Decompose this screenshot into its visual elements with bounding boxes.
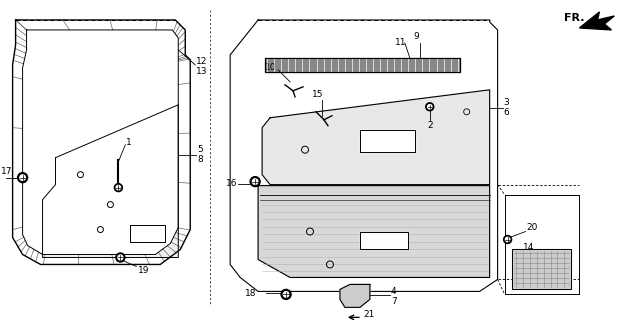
Polygon shape (262, 90, 490, 185)
Polygon shape (340, 284, 370, 308)
Circle shape (281, 289, 291, 300)
Text: 5: 5 (197, 145, 203, 154)
Text: 4: 4 (391, 287, 396, 296)
Text: 1: 1 (126, 138, 132, 147)
Circle shape (17, 173, 27, 183)
Polygon shape (130, 225, 165, 242)
Polygon shape (360, 232, 408, 250)
Text: 11: 11 (395, 38, 406, 47)
Text: 2: 2 (428, 121, 434, 130)
Text: 6: 6 (503, 108, 510, 117)
Text: 10: 10 (265, 63, 277, 72)
Text: 12: 12 (196, 57, 207, 66)
Text: 18: 18 (245, 289, 257, 298)
Text: 15: 15 (312, 90, 323, 99)
Text: 3: 3 (503, 98, 510, 107)
Text: 9: 9 (414, 32, 419, 41)
Text: 21: 21 (363, 310, 374, 319)
Circle shape (118, 255, 123, 260)
Polygon shape (360, 130, 415, 152)
Polygon shape (22, 30, 178, 254)
Circle shape (20, 175, 26, 180)
Text: 13: 13 (196, 67, 207, 76)
Circle shape (427, 105, 432, 109)
Text: 20: 20 (526, 223, 538, 232)
Text: 14: 14 (523, 243, 534, 252)
Polygon shape (579, 12, 614, 30)
Circle shape (283, 292, 289, 297)
Polygon shape (505, 195, 579, 294)
Text: 16: 16 (226, 179, 237, 188)
Polygon shape (258, 186, 490, 277)
Circle shape (116, 253, 125, 262)
Polygon shape (265, 58, 460, 72)
Circle shape (115, 184, 122, 192)
Polygon shape (42, 105, 178, 258)
Polygon shape (12, 20, 190, 264)
Text: 17: 17 (1, 167, 12, 176)
Circle shape (117, 185, 121, 190)
Polygon shape (511, 250, 571, 289)
Text: FR.: FR. (564, 13, 585, 23)
Text: 19: 19 (138, 267, 150, 276)
Circle shape (252, 179, 258, 184)
Circle shape (426, 103, 434, 111)
Text: 8: 8 (197, 155, 203, 164)
Circle shape (503, 236, 511, 244)
Polygon shape (230, 20, 498, 292)
Circle shape (250, 177, 260, 187)
Circle shape (505, 237, 510, 242)
Text: 7: 7 (391, 297, 397, 306)
